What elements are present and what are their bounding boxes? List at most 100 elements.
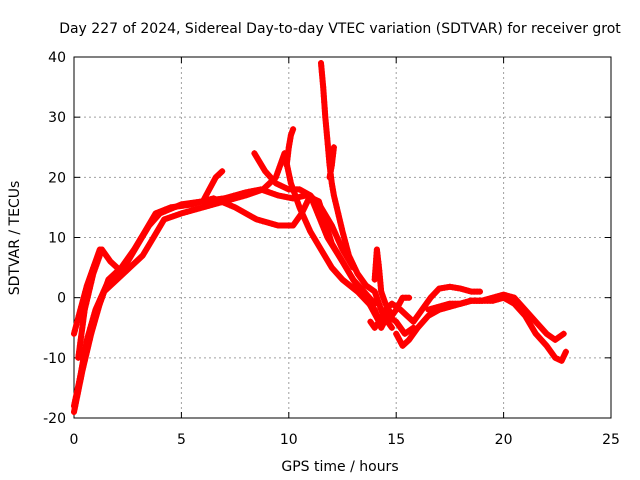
data-point	[341, 234, 348, 241]
data-point	[425, 306, 432, 313]
data-point	[292, 193, 299, 200]
data-point	[199, 204, 206, 211]
data-point	[377, 304, 384, 311]
data-point	[339, 228, 346, 235]
data-point	[428, 305, 435, 312]
data-point	[85, 334, 92, 341]
data-point	[465, 287, 472, 294]
data-point	[98, 296, 105, 303]
data-point	[497, 295, 504, 302]
data-point	[289, 129, 295, 136]
data-point	[95, 249, 102, 256]
data-point	[463, 287, 469, 294]
data-point	[74, 390, 81, 397]
data-point	[230, 195, 237, 202]
data-point	[376, 318, 382, 325]
data-point	[87, 329, 94, 336]
data-point	[87, 273, 94, 280]
data-point	[317, 217, 324, 224]
data-point	[372, 291, 379, 298]
data-point	[221, 198, 228, 205]
data-point	[275, 166, 282, 173]
data-point	[100, 291, 107, 298]
data-point	[410, 324, 417, 331]
data-point	[193, 206, 200, 213]
data-point	[274, 169, 281, 175]
data-point	[80, 294, 87, 301]
data-point	[337, 241, 344, 248]
data-point	[84, 340, 91, 347]
data-point	[90, 264, 97, 271]
data-point	[376, 302, 383, 308]
series-arc-n	[425, 294, 569, 364]
y-tick-label: 0	[57, 291, 66, 307]
y-axis-label: SDTVAR / TECUs	[7, 181, 23, 296]
data-point	[92, 258, 99, 265]
data-point	[345, 249, 352, 256]
data-point	[371, 324, 378, 331]
data-point	[465, 298, 472, 305]
data-point	[342, 240, 349, 247]
data-point	[338, 225, 345, 232]
data-point	[265, 219, 272, 226]
data-point	[166, 214, 173, 221]
data-point	[226, 202, 233, 209]
data-point	[297, 207, 304, 214]
data-point	[72, 324, 79, 331]
data-point	[71, 327, 78, 334]
data-point	[88, 270, 95, 277]
data-point	[406, 294, 413, 301]
data-point	[457, 285, 464, 292]
data-point	[331, 227, 338, 234]
data-point	[76, 309, 83, 316]
data-point	[219, 168, 226, 175]
x-tick-label: 15	[387, 432, 405, 448]
y-tick-label: -10	[43, 351, 66, 367]
data-point	[296, 204, 303, 211]
data-point	[202, 203, 209, 210]
data-point	[161, 206, 168, 213]
data-point	[81, 348, 88, 355]
data-point	[164, 205, 171, 212]
data-point	[321, 226, 327, 233]
data-point	[184, 208, 191, 215]
data-point	[313, 206, 319, 213]
data-point	[253, 216, 260, 223]
data-point	[90, 318, 97, 325]
data-point	[287, 180, 294, 187]
data-point	[239, 193, 246, 200]
data-point	[304, 223, 311, 230]
data-point	[91, 261, 98, 268]
data-point	[99, 294, 106, 300]
y-tick-label: 30	[48, 110, 66, 126]
x-axis-label: GPS time / hours	[281, 459, 398, 475]
data-point	[257, 187, 264, 194]
series-arc-l	[367, 283, 483, 331]
x-tick-label: 10	[280, 432, 298, 448]
data-point	[375, 299, 382, 306]
y-tick-label: 20	[48, 170, 66, 186]
data-point	[94, 307, 101, 314]
data-point	[330, 225, 336, 232]
data-point	[229, 203, 236, 210]
data-point	[286, 171, 292, 178]
series-arc-g	[251, 150, 357, 271]
data-point	[93, 255, 100, 262]
data-point	[236, 194, 243, 201]
data-point	[96, 302, 103, 308]
data-point	[463, 299, 469, 306]
data-point	[371, 288, 378, 295]
data-point	[302, 217, 309, 224]
data-point	[338, 222, 345, 229]
data-point	[278, 158, 285, 165]
series-arc-c	[73, 150, 378, 403]
data-point	[492, 296, 499, 303]
y-tick-label: -20	[43, 411, 66, 427]
data-point	[175, 211, 182, 218]
data-point	[164, 215, 171, 222]
data-point	[83, 285, 90, 292]
grid	[74, 57, 611, 418]
data-point	[248, 190, 255, 197]
data-point	[79, 300, 86, 307]
